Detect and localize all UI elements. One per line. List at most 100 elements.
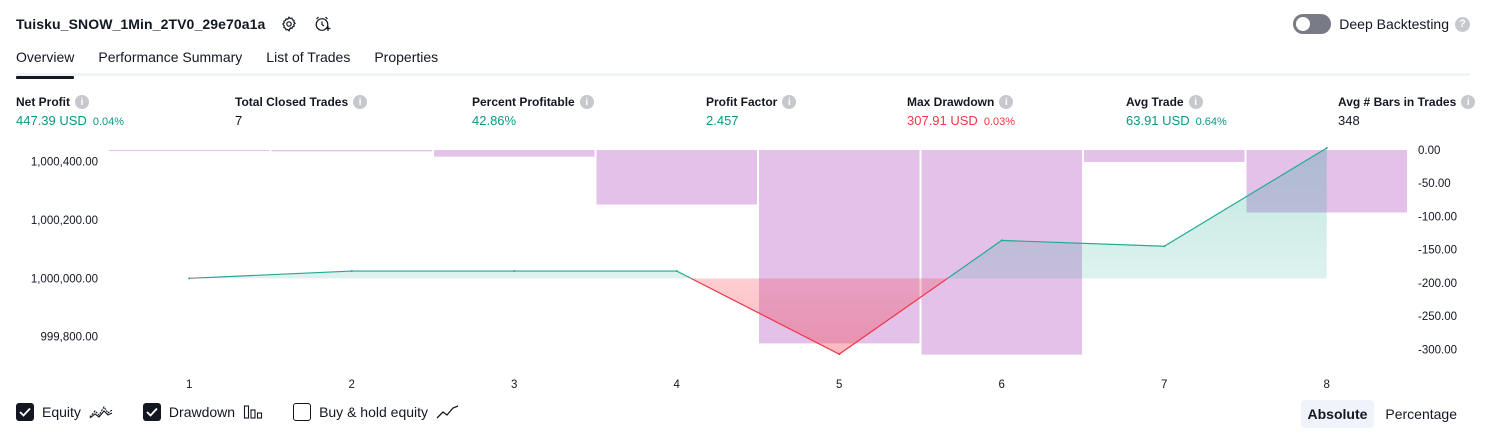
deep-backtesting: Deep Backtesting ?	[1293, 14, 1470, 34]
metric-value: 447.39 USD	[16, 113, 87, 128]
metric-label: Avg Trade	[1126, 95, 1184, 109]
right-axis-tick: -50.00	[1418, 178, 1451, 190]
mode-absolute-button[interactable]: Absolute	[1300, 400, 1375, 428]
legend-drawdown-label: Drawdown	[168, 404, 236, 420]
value-mode-switch: Absolute Percentage	[1297, 400, 1465, 428]
left-axis: 1,000,400.00 1,000,200.00 1,000,000.00 999,…	[31, 157, 98, 344]
metric-percent: 0.03%	[983, 116, 1016, 128]
strategy-title: Tuisku_SNOW_1Min_2TV0_29e70a1a	[16, 16, 266, 32]
buy-hold-line-icon	[436, 404, 460, 420]
drawdown-bar[interactable]	[434, 150, 595, 157]
metric-avg-bars: Avg # Bars in Trades i 348	[1338, 94, 1476, 128]
left-axis-tick: 1,000,400.00	[31, 157, 98, 169]
metric-value: 348	[1338, 113, 1360, 128]
right-axis-tick: -150.00	[1418, 245, 1457, 257]
report-tabs: Overview Performance Summary List of Tra…	[16, 44, 1470, 79]
equity-drawdown-chart[interactable]: 1,000,400.00 1,000,200.00 1,000,000.00 999,…	[0, 140, 1486, 395]
metric-value: 7	[235, 113, 243, 128]
settings-icon[interactable]	[279, 14, 299, 34]
equity-loss-area	[691, 278, 948, 355]
info-icon[interactable]: i	[1188, 95, 1203, 109]
info-icon[interactable]: i	[75, 95, 89, 109]
add-alert-icon[interactable]	[313, 14, 333, 34]
info-icon[interactable]: i	[353, 95, 368, 109]
tab-list-of-trades[interactable]: List of Trades	[266, 49, 351, 65]
equity-line-positive	[189, 147, 1328, 279]
metric-label: Total Closed Trades	[235, 95, 349, 109]
drawdown-bars-icon	[243, 404, 263, 420]
equity-point	[1325, 146, 1328, 149]
drawdown-checkbox[interactable]	[142, 403, 161, 421]
info-icon[interactable]: i	[782, 95, 797, 109]
metric-net-profit: Net Profit i 447.39 USD 0.04%	[16, 94, 124, 128]
tab-overview[interactable]: Overview	[16, 44, 75, 79]
x-axis-tick: 4	[674, 379, 681, 391]
metric-percent-profitable: Percent Profitable i 42.86%	[472, 94, 594, 128]
info-icon[interactable]: i	[1461, 95, 1476, 109]
legend-drawdown[interactable]: Drawdown	[142, 403, 263, 421]
help-icon[interactable]: ?	[1455, 16, 1470, 32]
equity-gain-area	[189, 147, 1327, 279]
drawdown-bar[interactable]	[109, 150, 270, 151]
metric-avg-trade: Avg Trade i 63.91 USD 0.64%	[1126, 94, 1227, 128]
equity-line-negative	[189, 278, 949, 355]
x-axis-tick: 6	[999, 379, 1005, 391]
x-axis-tick: 2	[349, 379, 355, 391]
left-axis-tick: 999,800.00	[40, 332, 98, 344]
metric-profit-factor: Profit Factor i 2.457	[706, 94, 797, 128]
x-axis-tick: 5	[836, 379, 842, 391]
deep-backtesting-toggle[interactable]	[1293, 14, 1332, 34]
info-icon[interactable]: i	[999, 95, 1014, 109]
tab-properties[interactable]: Properties	[374, 49, 439, 65]
info-icon[interactable]: i	[579, 95, 594, 109]
left-axis-tick: 1,000,200.00	[31, 215, 98, 227]
equity-point	[350, 270, 353, 273]
metric-value: 2.457	[706, 113, 739, 128]
equity-point	[1163, 245, 1166, 248]
equity-line-icon	[89, 404, 113, 420]
x-axis-tick: 3	[511, 379, 517, 391]
right-axis: 0.00 -50.00 -100.00 -150.00 -200.00 -250.00 -3…	[1418, 145, 1457, 356]
legend-equity-label: Equity	[42, 404, 81, 420]
right-axis-tick: 0.00	[1418, 145, 1440, 157]
x-axis: 1 2 3 4 5 6 7 8	[186, 379, 1330, 391]
report-header: Tuisku_SNOW_1Min_2TV0_29e70a1a	[16, 14, 333, 34]
equity-checkbox[interactable]	[16, 403, 34, 421]
legend-buy-hold[interactable]: Buy & hold equity	[293, 403, 460, 421]
equity-point	[513, 270, 516, 273]
tab-performance-summary[interactable]: Performance Summary	[98, 49, 243, 65]
right-axis-tick: -300.00	[1418, 344, 1457, 356]
metric-percent: 0.04%	[92, 116, 125, 128]
x-axis-tick: 8	[1324, 379, 1330, 391]
deep-backtesting-label: Deep Backtesting	[1339, 16, 1449, 32]
metric-total-closed-trades: Total Closed Trades i 7	[235, 94, 368, 128]
metric-percent: 0.64%	[1195, 116, 1227, 128]
legend-equity[interactable]: Equity	[16, 403, 113, 421]
equity-area	[189, 147, 1327, 355]
equity-line	[188, 146, 1328, 356]
metric-label: Percent Profitable	[472, 95, 575, 109]
chart-legend: Equity Drawdown Buy & hold equity	[16, 403, 490, 421]
metric-label: Profit Factor	[706, 95, 778, 109]
right-axis-tick: -200.00	[1418, 278, 1457, 290]
legend-buy-hold-label: Buy & hold equity	[319, 404, 429, 420]
metric-value: 42.86%	[472, 113, 517, 128]
equity-point	[188, 277, 191, 280]
equity-point	[675, 270, 678, 273]
buy-hold-checkbox[interactable]	[293, 403, 312, 421]
right-axis-tick: -100.00	[1418, 211, 1457, 223]
drawdown-bar[interactable]	[596, 150, 758, 205]
x-axis-tick: 1	[186, 379, 192, 391]
metric-max-drawdown: Max Drawdown i 307.91 USD 0.03%	[907, 94, 1015, 128]
metric-label: Max Drawdown	[907, 95, 995, 109]
metric-label: Net Profit	[16, 95, 70, 109]
drawdown-bar[interactable]	[1084, 150, 1245, 162]
mode-percentage-button[interactable]: Percentage	[1385, 406, 1457, 422]
drawdown-bar[interactable]	[271, 150, 433, 152]
left-axis-tick: 1,000,000.00	[31, 273, 98, 285]
x-axis-tick: 7	[1161, 379, 1167, 391]
metric-label: Avg # Bars in Trades	[1338, 95, 1457, 109]
metric-value: 63.91 USD	[1126, 113, 1190, 128]
right-axis-tick: -250.00	[1418, 311, 1457, 323]
equity-point	[1000, 239, 1003, 242]
